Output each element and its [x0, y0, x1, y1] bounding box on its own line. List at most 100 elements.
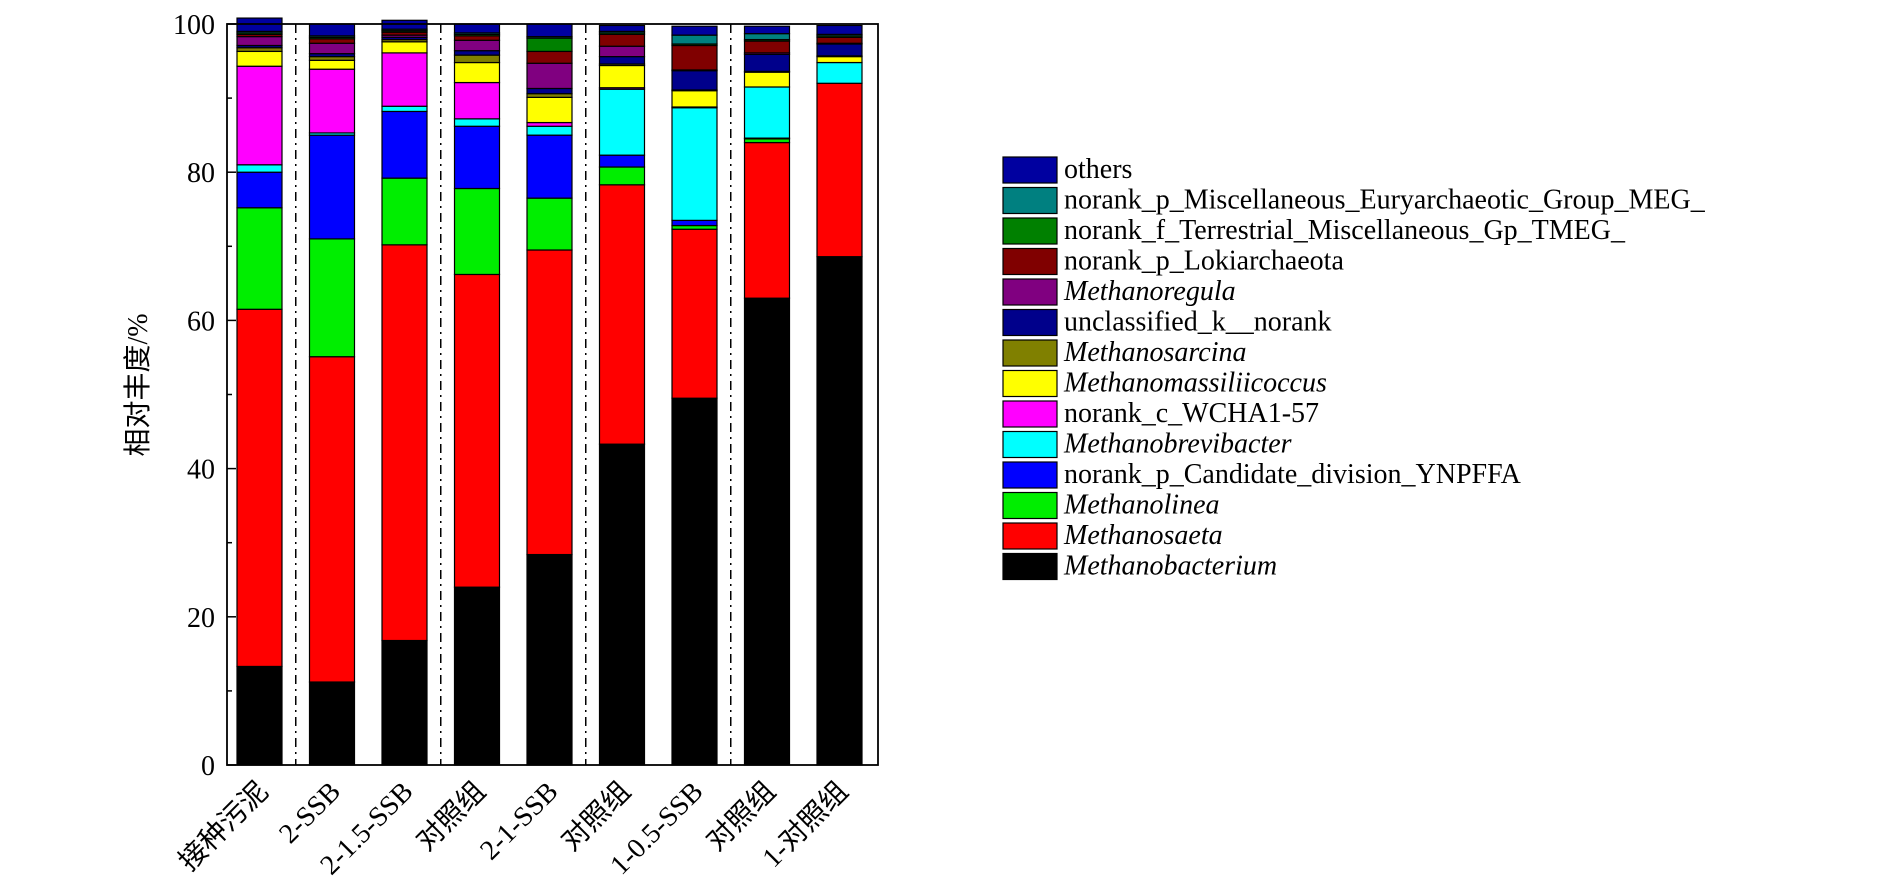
- x-category-label: 2-1-SSB: [474, 776, 564, 866]
- legend-swatch: [1002, 369, 1058, 398]
- bar-segment: [453, 273, 501, 588]
- y-tick-label: 100: [173, 10, 215, 41]
- bar-segment: [453, 61, 501, 84]
- bar-segment: [453, 125, 501, 190]
- bar-segment: [453, 81, 501, 120]
- separators-group: [295, 24, 732, 765]
- bar-segment: [671, 228, 718, 399]
- legend-swatch: [1002, 491, 1058, 520]
- legend-swatch: [1002, 217, 1058, 245]
- bar-segment: [236, 35, 283, 47]
- bar-segment: [453, 50, 501, 56]
- bar-segment: [671, 90, 718, 108]
- bar-segment: [308, 134, 356, 240]
- legend-label: norank_f_Terrestrial_Miscellaneous_Gp_TM…: [1064, 215, 1626, 246]
- legend-label: Methanosaeta: [1063, 520, 1223, 551]
- y-tick-label: 20: [187, 603, 215, 634]
- legend-swatch: [1002, 247, 1058, 276]
- bar-segment: [743, 33, 791, 41]
- legend-label: Methanosarcina: [1063, 337, 1247, 368]
- legend-label: Methanolinea: [1063, 490, 1220, 521]
- bar-segment: [526, 125, 573, 136]
- legend-swatch: [1002, 400, 1058, 428]
- x-category-label: 接种污泥: [173, 775, 275, 877]
- bar-segment: [526, 50, 573, 64]
- bar-segment: [236, 665, 283, 766]
- bar-segment: [671, 107, 718, 221]
- bar-segment: [671, 44, 718, 71]
- bar-segment: [308, 23, 356, 37]
- bar-segment: [453, 54, 501, 64]
- bar-segment: [598, 56, 646, 65]
- bar-segment: [598, 88, 646, 156]
- y-ticks-group: 0 20 40 60 80 100: [173, 10, 236, 782]
- bar-segment: [526, 249, 573, 556]
- bar-segment: [381, 41, 428, 54]
- legend: othersnorank_p_Miscellaneous_Euryarchaeo…: [1002, 154, 1706, 582]
- bar-segment: [381, 110, 428, 179]
- bar-segment: [236, 50, 283, 67]
- legend-swatch: [1002, 278, 1058, 306]
- legend-label: norank_p_Miscellaneous_Euryarchaeotic_Gr…: [1064, 185, 1706, 216]
- legend-swatch: [1002, 461, 1058, 489]
- bar-segment: [308, 68, 356, 134]
- legend-swatch: [1002, 156, 1058, 184]
- bar-segment: [236, 171, 283, 209]
- bar-segment: [671, 25, 718, 36]
- bar-segment: [671, 397, 718, 766]
- legend-swatch: [1002, 430, 1058, 459]
- bar-segment: [526, 23, 573, 38]
- bar-segment: [598, 166, 646, 186]
- bar-segment: [381, 177, 428, 246]
- bar-segment: [598, 45, 646, 58]
- bar-segment: [598, 24, 646, 33]
- bar-segment: [598, 443, 646, 766]
- y-tick-label: 60: [187, 306, 215, 337]
- bar-segment: [743, 53, 791, 73]
- bar-segment: [236, 308, 283, 668]
- x-labels-group: 接种污泥2-SSB2-1.5-SSB对照组2-1-SSB对照组1-0.5-SSB…: [173, 775, 855, 881]
- bar-segment: [743, 141, 791, 299]
- bar-segment: [743, 297, 791, 766]
- bar-segment: [526, 197, 573, 251]
- legend-label: others: [1064, 154, 1132, 185]
- bar-segment: [453, 187, 501, 276]
- legend-label: Methanobrevibacter: [1063, 429, 1292, 460]
- bar-segment: [526, 62, 573, 90]
- legend-swatch: [1002, 186, 1058, 215]
- legend-label: Methanoregula: [1063, 276, 1236, 307]
- y-axis-title: 相对丰度/%: [122, 313, 154, 456]
- bar-segment: [816, 82, 863, 258]
- y-tick-label: 0: [201, 751, 215, 782]
- legend-label: Methanobacterium: [1063, 551, 1277, 582]
- bar-segment: [381, 105, 428, 113]
- bar-segment: [598, 64, 646, 89]
- bar-segment: [526, 553, 573, 766]
- bar-segment: [743, 71, 791, 88]
- bar-segment: [816, 36, 863, 44]
- legend-swatch: [1002, 308, 1058, 337]
- y-tick-label: 80: [187, 158, 215, 189]
- legend-swatch: [1002, 522, 1058, 550]
- bar-segment: [453, 586, 501, 766]
- legend-swatch: [1002, 552, 1058, 581]
- bar-segment: [308, 38, 356, 44]
- bar-segment: [671, 34, 718, 45]
- y-tick-label: 40: [187, 455, 215, 486]
- bar-segment: [308, 356, 356, 683]
- bar-segment: [453, 39, 501, 52]
- legend-label: Methanomassiliicoccus: [1063, 368, 1327, 399]
- bar-segment: [671, 70, 718, 91]
- bar-segment: [453, 23, 501, 34]
- bar-segment: [816, 56, 863, 64]
- bar-segment: [816, 61, 863, 84]
- bar-segment: [381, 52, 428, 107]
- bar-segment: [308, 681, 356, 766]
- bar-segment: [526, 134, 573, 199]
- bar-segment: [743, 86, 791, 139]
- bar-segment: [308, 42, 356, 55]
- bar-segment: [816, 43, 863, 57]
- bar-segment: [671, 219, 718, 227]
- bar-segment: [453, 35, 501, 41]
